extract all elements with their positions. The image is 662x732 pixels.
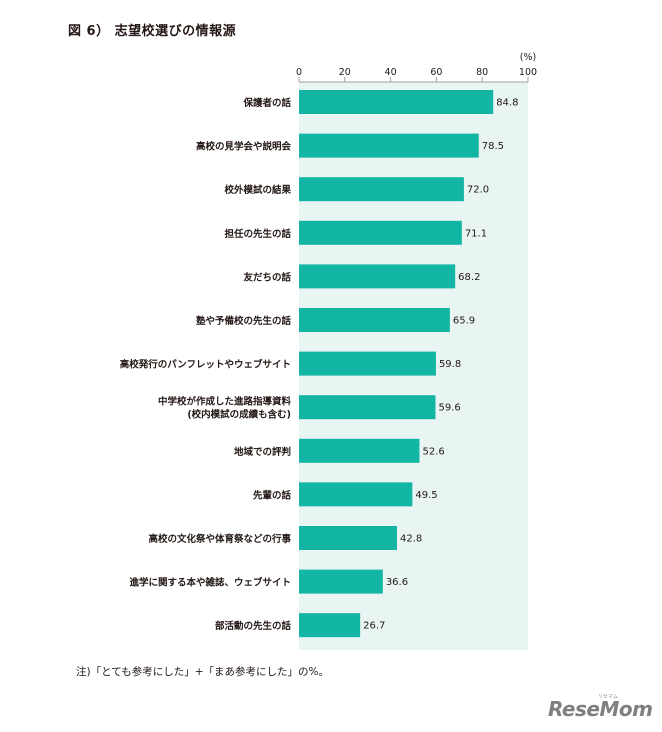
bar xyxy=(299,395,436,420)
x-tick-label: 20 xyxy=(339,67,351,78)
bar xyxy=(299,569,383,594)
bar-value-label: 65.9 xyxy=(453,316,475,327)
bar-value-label: 36.6 xyxy=(386,577,408,588)
bar-value-label: 78.5 xyxy=(482,141,504,152)
category-label: 進学に関する本や雑誌、ウェブサイト xyxy=(129,577,291,589)
x-tick-label: 0 xyxy=(296,67,302,78)
category-label: 友だちの話 xyxy=(242,271,291,283)
resemom-logo-subtext: リセマム xyxy=(598,694,619,700)
bar xyxy=(299,308,450,332)
bar-value-label: 68.2 xyxy=(458,272,480,283)
bar-value-label: 84.8 xyxy=(496,98,518,109)
bar xyxy=(299,90,494,114)
bar xyxy=(299,526,398,550)
category-label: 中学校が作成した進路指導資料 xyxy=(158,396,292,408)
bar xyxy=(299,482,413,507)
x-tick-label: 100 xyxy=(519,67,537,78)
category-label: 担任の先生の話 xyxy=(224,228,291,240)
resemom-logo: ReseMom xyxy=(548,697,653,721)
bar-value-label: 26.7 xyxy=(363,621,385,632)
x-tick-label: 40 xyxy=(385,67,397,78)
x-tick-label: 60 xyxy=(430,67,442,78)
bar-value-label: 59.6 xyxy=(438,403,460,414)
page-title: 図 6） 志望校選びの情報源 xyxy=(68,24,237,39)
category-label: (校内模試の成績も含む) xyxy=(187,409,291,421)
x-tick-label: 80 xyxy=(476,67,488,78)
category-label: 部活動の先生の話 xyxy=(215,620,292,632)
category-label: 高校の見学会や説明会 xyxy=(196,141,292,153)
bar-value-label: 59.8 xyxy=(439,359,461,370)
footnote: 注)「とても参考にした」+「まあ参考にした」の%。 xyxy=(76,666,330,678)
bar-chart: 0 20 40 60 80 100 (%) 84.8 保護者の話 78.5 高校の見学会や説明会 72… xyxy=(120,52,537,650)
bar xyxy=(299,264,456,289)
bar-value-label: 49.5 xyxy=(415,490,437,501)
category-label: 高校発行のパンフレットやウェブサイト xyxy=(120,359,291,371)
bar-value-label: 52.6 xyxy=(422,446,444,457)
category-label: 塾や予備校の先生の話 xyxy=(196,315,292,327)
bar xyxy=(299,613,361,638)
bar-value-label: 71.1 xyxy=(465,228,487,239)
bar xyxy=(299,177,464,202)
bar xyxy=(299,438,420,463)
bar xyxy=(299,351,436,376)
category-label: 地域での評判 xyxy=(234,446,291,458)
bar-value-label: 42.8 xyxy=(400,534,422,545)
category-label: 高校の文化祭や体育祭などの行事 xyxy=(148,533,291,545)
bar-value-label: 72.0 xyxy=(467,185,489,196)
category-label: 先輩の話 xyxy=(253,489,292,501)
bar xyxy=(299,133,479,158)
category-label: 保護者の話 xyxy=(242,97,291,109)
x-unit-label: (%) xyxy=(520,52,536,63)
category-label: 校外模試の結果 xyxy=(224,184,291,196)
bar xyxy=(299,220,462,245)
